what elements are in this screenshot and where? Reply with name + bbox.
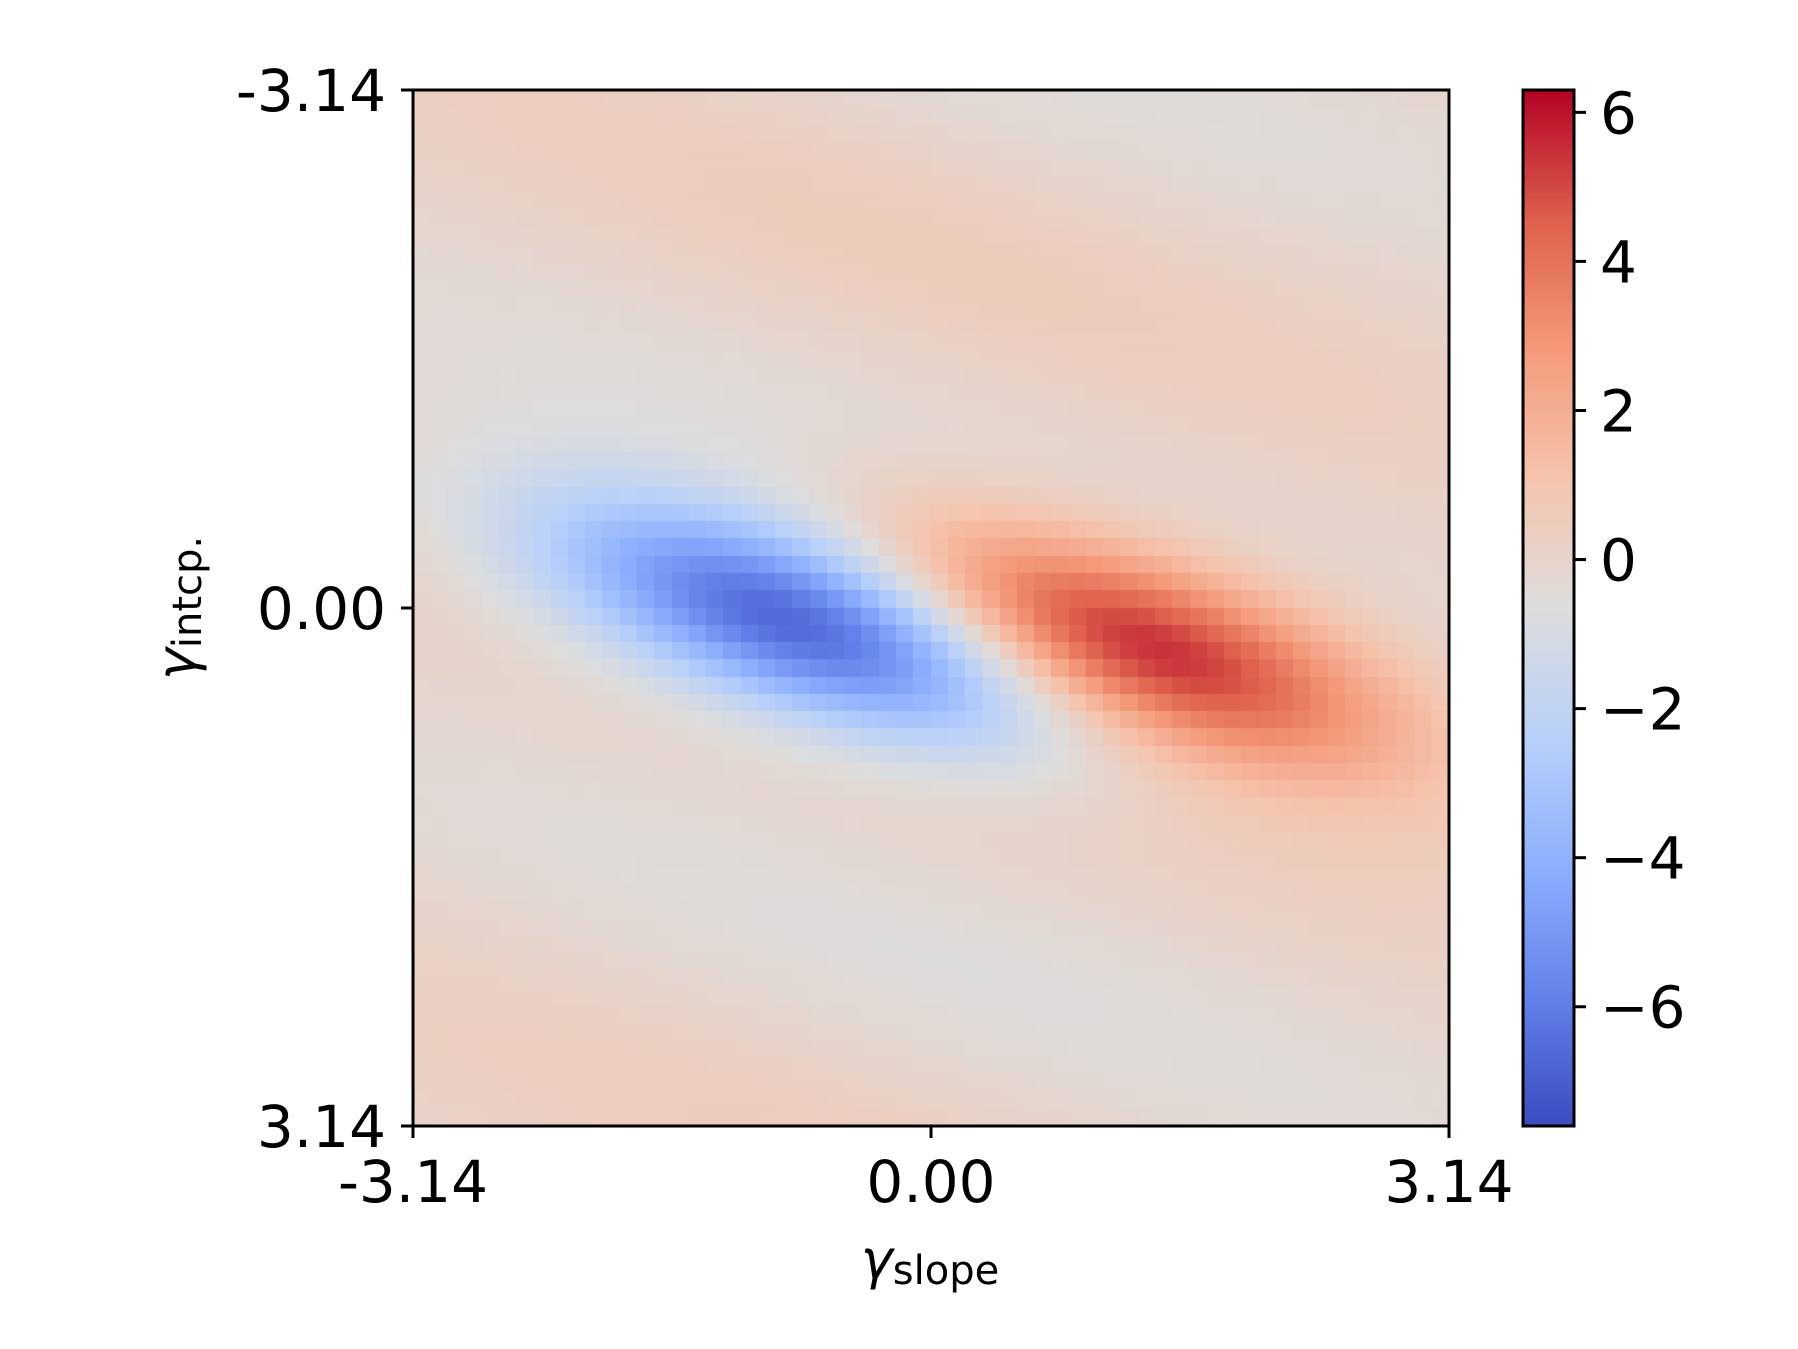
colorbar-tick-label: 0: [1600, 527, 1637, 595]
plot-frame: [411, 88, 1451, 1128]
x-axis-label: γslope: [861, 1228, 999, 1294]
x-tick-label: -3.14: [338, 1148, 488, 1216]
colorbar-ticks: 6 4 2 0 −2 −4 −6: [1574, 79, 1686, 1042]
colorbar-gradient: [1523, 90, 1574, 1126]
y-tick-label: 0.00: [257, 575, 386, 643]
colorbar-tick-label: 2: [1600, 377, 1637, 445]
colorbar-tick-label: 4: [1600, 228, 1637, 296]
colorbar-tick-label: −4: [1600, 825, 1686, 893]
colorbar-tick-label: −2: [1600, 676, 1686, 744]
y-tick-label: 3.14: [257, 1093, 386, 1161]
y-axis-ticks: -3.14 0.00 3.14: [236, 57, 413, 1161]
heatmap-image: [413, 90, 1449, 1126]
x-tick-label: 3.14: [1384, 1148, 1513, 1216]
x-axis-ticks: -3.14 0.00 3.14: [338, 1126, 1514, 1216]
y-axis-label: γintcp.: [145, 536, 211, 680]
y-tick-label: -3.14: [236, 57, 386, 125]
x-tick-label: 0.00: [866, 1148, 995, 1216]
colorbar-tick-label: −6: [1600, 974, 1686, 1042]
colorbar-frame: [1521, 88, 1576, 1128]
colorbar-tick-label: 6: [1600, 79, 1637, 147]
